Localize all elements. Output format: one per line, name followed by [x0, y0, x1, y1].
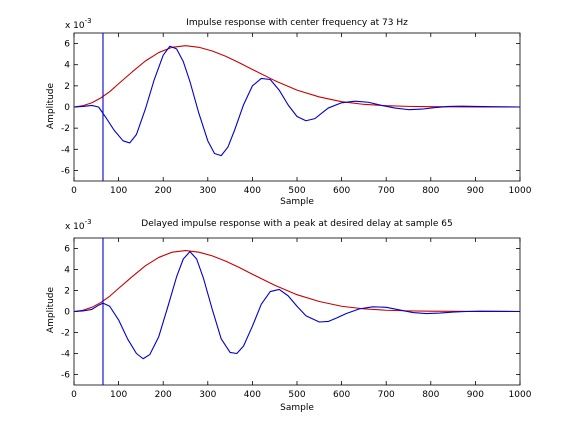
bottom-chart-y-tick-label: -6	[61, 371, 70, 381]
bottom-chart-y-tick-label: -2	[61, 329, 70, 339]
bottom-chart-x-tick-label: 800	[422, 390, 439, 400]
top-chart-x-axis-label: Sample	[280, 197, 314, 207]
bottom-chart-x-tick-label: 1000	[509, 390, 532, 400]
bottom-chart-x-tick-label: 200	[155, 390, 172, 400]
top-chart-x-tick-label: 500	[288, 186, 305, 196]
top-chart-x-tick-label: 100	[110, 186, 127, 196]
bottom-chart-response-line	[73, 251, 521, 360]
bottom-chart-y-axis-label: Amplitude	[46, 286, 56, 333]
bottom-chart-x-tick-label: 100	[110, 390, 127, 400]
top-chart-y-tick-label: -6	[61, 166, 70, 176]
bottom-chart-x-tick-label: 900	[467, 390, 484, 400]
bottom-chart-plot-area: 0 100 200 300 400 500 600 700 800 900 1000 -6 -4 -2 0 2…	[61, 237, 532, 400]
top-chart-response-line	[73, 45, 521, 157]
top-chart-x-tick-label: 600	[333, 186, 350, 196]
top-chart-exponent-label: x 10-3	[65, 17, 92, 31]
bottom-chart-x-tick-label: 700	[378, 390, 395, 400]
bottom-chart-panel: Delayed impulse response with a peak at …	[46, 218, 532, 413]
top-chart-x-tick-label: 300	[199, 186, 216, 196]
top-chart-x-tick-label: 900	[467, 186, 484, 196]
bottom-chart-x-axis-label: Sample	[280, 403, 314, 413]
bottom-chart-y-tick-label: 2	[64, 287, 70, 297]
top-chart-y-tick-label: 0	[64, 103, 70, 113]
bottom-chart-x-tick-label: 500	[288, 390, 305, 400]
top-chart-plot-area: 0 100 200 300 400 500 600 700 800 900 1000 -6 -4 -2 0 2…	[61, 32, 532, 196]
top-chart-x-tick-label: 400	[244, 186, 261, 196]
bottom-chart-y-tick-label: -4	[61, 350, 70, 360]
top-chart-y-axis-label: Amplitude	[46, 82, 56, 129]
top-chart-y-tick-label: -2	[61, 124, 70, 134]
top-chart-x-tick-label: 0	[71, 186, 77, 196]
top-chart-y-tick-label: 6	[64, 40, 70, 50]
top-chart-y-tick-label: 4	[64, 61, 70, 71]
bottom-chart-x-tick-label: 300	[199, 390, 216, 400]
top-chart-x-tick-label: 200	[155, 186, 172, 196]
top-chart-x-tick-label: 1000	[509, 186, 532, 196]
bottom-chart-x-tick-label: 600	[333, 390, 350, 400]
top-chart-envelope-line	[73, 45, 521, 108]
top-chart-x-tick-label: 800	[422, 186, 439, 196]
bottom-chart-y-tick-label: 0	[64, 308, 70, 318]
bottom-chart-x-tick-label: 400	[244, 390, 261, 400]
top-chart-title: Impulse response with center frequency a…	[186, 18, 408, 28]
top-chart-x-tick-label: 700	[378, 186, 395, 196]
top-chart-y-tick-label: 2	[64, 82, 70, 92]
bottom-chart-envelope-line	[73, 250, 521, 313]
bottom-chart-y-tick-label: 4	[64, 266, 70, 276]
top-chart-panel: Impulse response with center frequency a…	[46, 17, 532, 207]
bottom-chart-exponent-label: x 10-3	[65, 218, 92, 232]
bottom-chart-title: Delayed impulse response with a peak at …	[141, 219, 452, 229]
bottom-chart-y-tick-label: 6	[64, 245, 70, 255]
bottom-chart-x-tick-label: 0	[71, 390, 77, 400]
top-chart-y-tick-label: -4	[61, 145, 70, 155]
